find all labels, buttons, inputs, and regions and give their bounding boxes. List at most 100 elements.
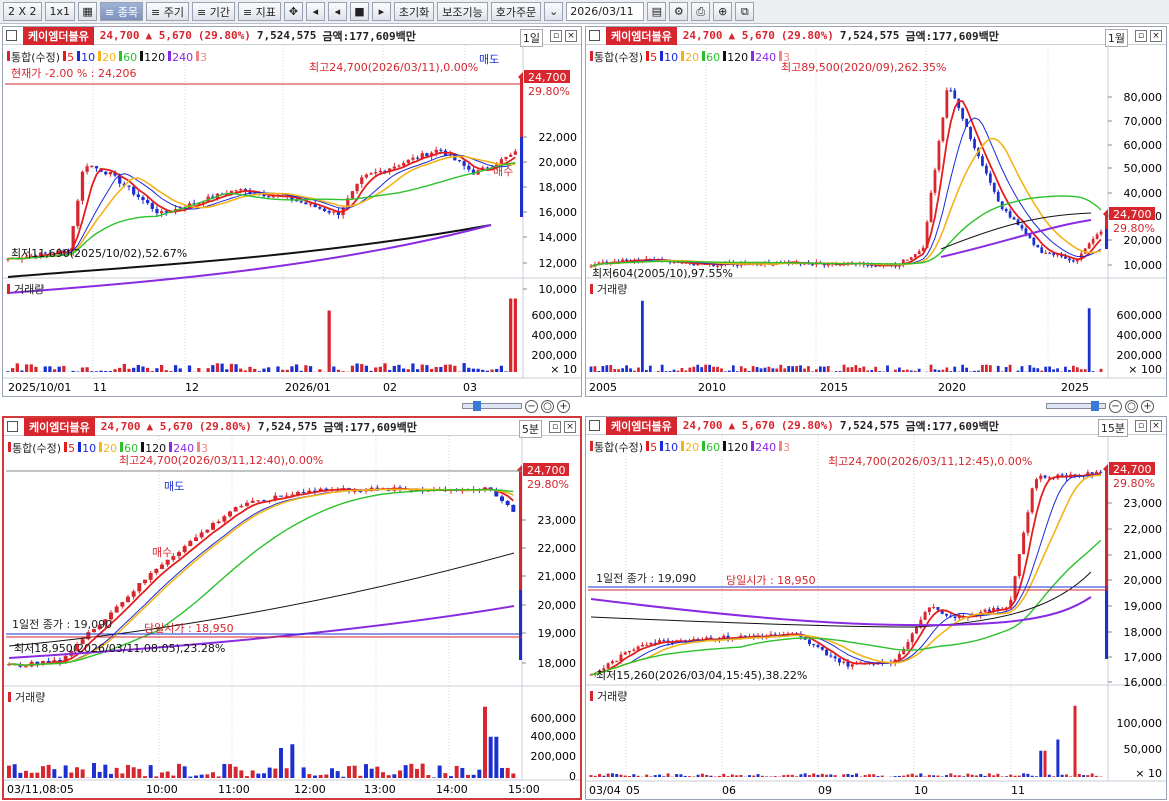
- zoom-out-icon[interactable]: −: [525, 399, 538, 413]
- legend-ma5[interactable]: 5: [64, 441, 75, 455]
- stop-icon[interactable]: ■: [349, 2, 369, 21]
- grid-icon[interactable]: ▦: [78, 2, 98, 21]
- chart-canvas[interactable]: 23,000 22,000 21,000 20,000 19,000 18,000 600,…: [4, 418, 580, 798]
- reset-button[interactable]: 초기화: [393, 2, 435, 21]
- period-selector[interactable]: 15분: [1097, 419, 1128, 437]
- maximize-icon[interactable]: ▫: [1135, 420, 1147, 432]
- volume-axis-label: 200,000: [531, 750, 577, 763]
- new-window-icon[interactable]: ⧉: [735, 2, 755, 21]
- legend-text: 60: [706, 50, 721, 64]
- panel-select-checkbox[interactable]: [6, 30, 17, 41]
- maximize-icon[interactable]: ▫: [550, 30, 562, 42]
- price-tag: [523, 463, 569, 476]
- legend-main[interactable]: 통합(수정): [8, 440, 61, 456]
- legend-main[interactable]: 통합(수정): [590, 49, 643, 65]
- volume-bar: [63, 765, 68, 778]
- stock-name[interactable]: 케이엠더블유: [24, 418, 95, 436]
- candle: [38, 252, 43, 258]
- legend-ma20[interactable]: 20: [681, 50, 699, 64]
- legend-ma5[interactable]: 5: [646, 440, 657, 454]
- legend-ma5[interactable]: 5: [63, 50, 74, 64]
- monthly-range-slider[interactable]: [1046, 401, 1106, 411]
- stock-name[interactable]: 케이엠더블유: [606, 417, 677, 435]
- zoom-reset-icon[interactable]: ○: [1125, 399, 1138, 413]
- volume-bar: [439, 366, 443, 372]
- period-selector[interactable]: 1일: [519, 29, 543, 47]
- legend-ma20[interactable]: 20: [99, 441, 117, 455]
- close-icon[interactable]: ×: [1150, 420, 1162, 432]
- legend-ma60[interactable]: 60: [702, 50, 721, 64]
- range-button[interactable]: ≡ 기간: [191, 2, 235, 21]
- legend-ma120[interactable]: 120: [141, 441, 166, 455]
- legend-ma120[interactable]: 120: [723, 50, 748, 64]
- maximize-icon[interactable]: ▫: [549, 421, 561, 433]
- close-icon[interactable]: ×: [565, 30, 577, 42]
- legend-ma5[interactable]: 5: [646, 50, 657, 64]
- settings-icon[interactable]: ⚙: [669, 2, 689, 21]
- stock-name[interactable]: 케이엠더블유: [23, 27, 94, 45]
- legend-extra[interactable]: 3: [197, 441, 208, 455]
- indicator-button[interactable]: ≡ 지표: [237, 2, 281, 21]
- chart-canvas[interactable]: 80,00070,00060,00050,00040,00030,00020,0…: [586, 27, 1166, 396]
- legend-ma240[interactable]: 240: [168, 50, 193, 64]
- legend-ma240[interactable]: 240: [751, 50, 776, 64]
- legend-ma60[interactable]: 60: [702, 440, 720, 454]
- volume-bar: [332, 366, 336, 372]
- scroll-left-end-icon[interactable]: ◂: [305, 2, 325, 21]
- legend-ma10[interactable]: 10: [77, 50, 95, 64]
- legend-ma120[interactable]: 120: [723, 440, 748, 454]
- order-button[interactable]: 호가주문: [490, 2, 542, 21]
- legend-ma10[interactable]: 10: [660, 440, 678, 454]
- scroll-left-icon[interactable]: ◂: [327, 2, 347, 21]
- period-selector[interactable]: 5분: [518, 420, 542, 438]
- print-icon[interactable]: ⎙: [691, 2, 711, 21]
- volume-bar: [211, 365, 215, 372]
- legend-ma120[interactable]: 120: [140, 50, 165, 64]
- legend-main[interactable]: 통합(수정): [7, 49, 60, 65]
- legend-extra[interactable]: 3: [779, 440, 790, 454]
- legend-ma10[interactable]: 10: [78, 441, 96, 455]
- chart-canvas[interactable]: 23,000 22,000 21,000 20,000 19,000 18,000 17,0…: [586, 417, 1166, 799]
- zoom-reset-icon[interactable]: ○: [541, 399, 554, 413]
- legend-ma240[interactable]: 240: [751, 440, 776, 454]
- scroll-right-icon[interactable]: ▸: [371, 2, 391, 21]
- panel-select-checkbox[interactable]: [589, 420, 600, 431]
- panel-select-checkbox[interactable]: [589, 30, 600, 41]
- zoom-in-icon[interactable]: +: [1141, 399, 1154, 413]
- aux-function-button[interactable]: 보조기능: [437, 2, 488, 21]
- candle: [645, 644, 649, 646]
- pct-tag-label: 29.80%: [527, 478, 569, 491]
- legend-ma240[interactable]: 240: [169, 441, 194, 455]
- legend-ma20[interactable]: 20: [98, 50, 116, 64]
- period-button[interactable]: ≡ 주기: [146, 2, 189, 21]
- daily-range-slider[interactable]: [462, 401, 522, 411]
- legend-ma20[interactable]: 20: [681, 440, 699, 454]
- close-icon[interactable]: ×: [564, 421, 576, 433]
- panel-select-checkbox[interactable]: [7, 421, 18, 432]
- legend-main[interactable]: 통합(수정): [590, 439, 643, 455]
- chart-canvas[interactable]: 22,000 20,000 18,000 16,000 14,000 12,000 10,0…: [3, 27, 581, 396]
- save-icon[interactable]: ⊕: [713, 2, 733, 21]
- close-icon[interactable]: ×: [1150, 30, 1162, 42]
- calendar-icon[interactable]: ▤: [647, 2, 667, 21]
- candle: [471, 169, 476, 175]
- maximize-icon[interactable]: ▫: [1135, 30, 1147, 42]
- chevron-down-icon[interactable]: ⌄: [544, 2, 564, 21]
- stock-select-button[interactable]: ≡ 종목: [100, 2, 144, 21]
- volume-bar: [988, 365, 992, 372]
- legend-extra[interactable]: 3: [196, 50, 207, 64]
- legend-ma60[interactable]: 60: [119, 50, 137, 64]
- layout-2x2-button[interactable]: 2 X 2: [3, 2, 42, 21]
- zoom-in-icon[interactable]: +: [557, 399, 570, 413]
- legend-extra[interactable]: 3: [779, 50, 790, 64]
- layout-1x1-button[interactable]: 1x1: [44, 2, 76, 21]
- zoom-out-icon[interactable]: −: [1109, 399, 1122, 413]
- volume-bar: [1079, 369, 1083, 372]
- legend-ma10[interactable]: 10: [660, 50, 678, 64]
- period-selector[interactable]: 1월: [1104, 29, 1128, 47]
- stock-name[interactable]: 케이엠더블유: [606, 27, 677, 45]
- date-field[interactable]: 2026/03/11: [566, 2, 645, 21]
- volume-bar: [653, 775, 657, 777]
- move-icon[interactable]: ✥: [283, 2, 303, 21]
- legend-ma60[interactable]: 60: [120, 441, 138, 455]
